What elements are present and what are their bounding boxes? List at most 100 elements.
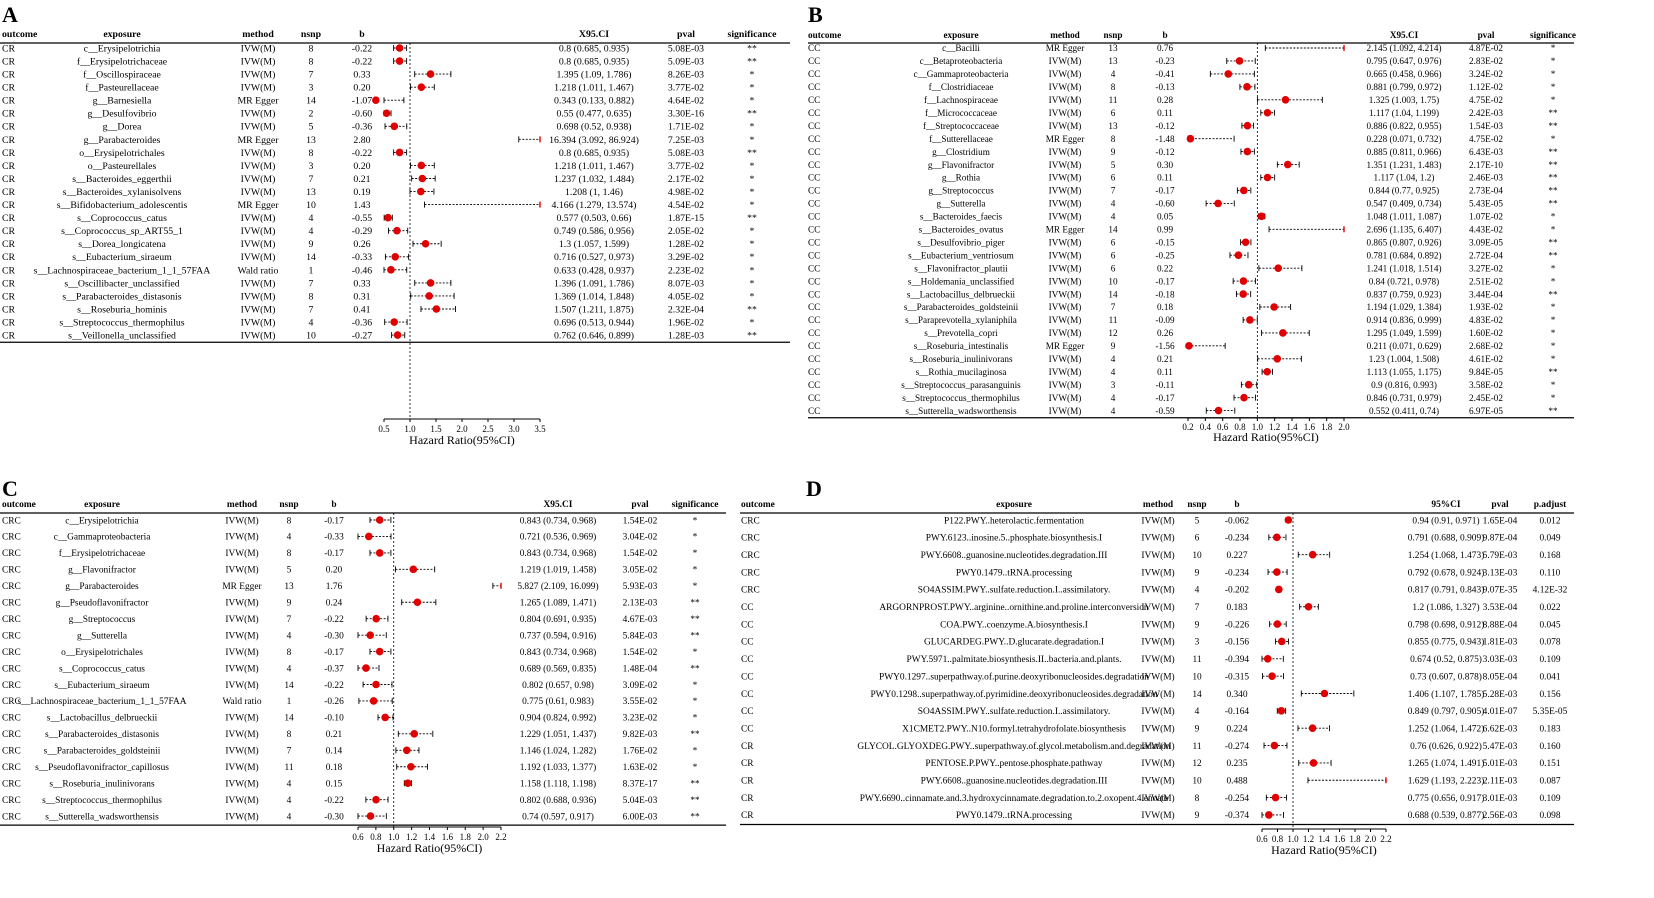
outcome-cell: CC <box>808 328 820 338</box>
exposure-cell: s__Lachnospiraceae_bacterium_1_1_57FAA <box>34 265 211 276</box>
b-cell: 0.21 <box>353 174 370 185</box>
b-cell: 0.33 <box>353 278 370 289</box>
ci-cell: 0.749 (0.586, 0.956) <box>554 226 634 237</box>
outcome-cell: CC <box>808 302 820 312</box>
pval-cell: 1.54E-02 <box>623 549 658 559</box>
b-cell: -0.12 <box>1155 121 1175 131</box>
b-cell: -0.46 <box>352 265 373 276</box>
significance-cell: ** <box>1548 147 1558 157</box>
nsnp-cell: 8 <box>287 648 292 658</box>
significance-cell: * <box>693 549 698 559</box>
pval-cell: 8.88E-04 <box>1483 620 1518 630</box>
ci-cell: 0.843 (0.734, 0.968) <box>520 515 597 526</box>
or-point <box>1263 655 1272 663</box>
column-header: p.adjust <box>1534 500 1567 510</box>
method-cell: IVW(M) <box>1141 550 1174 561</box>
pval-cell: 8.05E-04 <box>1483 672 1518 682</box>
outcome-cell: CRC <box>2 615 21 625</box>
x-tick-label: 0.6 <box>1217 422 1229 432</box>
outcome-cell: CC <box>808 82 820 92</box>
significance-cell: * <box>750 174 755 185</box>
exposure-cell: o__Erysipelotrichales <box>79 148 165 159</box>
table-row: CRC g__Sutterella IVW(M) 4 -0.30 0.737 (0.594… <box>2 630 700 641</box>
exposure-cell: s__Eubacterium_ventriosum <box>908 250 1014 260</box>
exposure-cell: f__Streptococcaceae <box>923 121 999 131</box>
pval-cell: 3.23E-02 <box>623 714 658 724</box>
x-tick-label: 0.2 <box>1182 422 1193 432</box>
significance-cell: ** <box>1548 108 1558 118</box>
pval-cell: 3.13E-03 <box>1483 568 1518 578</box>
exposure-cell: SO4ASSIM.PWY..sulfate.reduction.I..assim… <box>918 706 1110 717</box>
ci-cell: 1.3 (1.057, 1.599) <box>559 239 629 250</box>
ci-cell: 1.192 (1.033, 1.377) <box>520 762 597 773</box>
pval-cell: 5.08E-03 <box>668 43 704 54</box>
pval-cell: 5.93E-03 <box>623 582 658 592</box>
b-cell: -1.56 <box>1155 341 1175 351</box>
outcome-cell: CRC <box>2 533 21 543</box>
nsnp-cell: 3 <box>1195 638 1200 648</box>
or-point <box>1281 96 1290 104</box>
significance-cell: 0.012 <box>1539 516 1560 526</box>
nsnp-cell: 9 <box>1195 724 1200 734</box>
b-cell: -0.37 <box>324 664 344 674</box>
table-row: CRC SO4ASSIM.PWY..sulfate.reduction.I..as… <box>741 585 1568 596</box>
outcome-cell: CRC <box>2 516 21 526</box>
or-point <box>1271 793 1280 802</box>
outcome-cell: CC <box>741 603 754 613</box>
exposure-cell: s__Eubacterium_siraeum <box>54 681 150 691</box>
ci-cell: 1.351 (1.231, 1.483) <box>1366 160 1441 170</box>
significance-cell: * <box>1551 302 1556 312</box>
ci-cell: 5.827 (2.109, 16.099) <box>517 581 598 592</box>
b-cell: 0.20 <box>353 83 370 94</box>
method-cell: IVW(M) <box>241 56 276 67</box>
method-cell: IVW(M) <box>225 795 258 806</box>
nsnp-cell: 9 <box>1111 341 1116 351</box>
nsnp-cell: 12 <box>1192 759 1202 769</box>
method-cell: IVW(M) <box>225 778 258 789</box>
method-cell: MR Egger <box>1046 341 1085 351</box>
ci-cell: 1.229 (1.051, 1.437) <box>520 729 597 740</box>
column-header: pval <box>631 500 649 510</box>
significance-cell: ** <box>690 796 700 806</box>
pval-cell: 3.53E-04 <box>1483 603 1518 613</box>
b-cell: 1.43 <box>353 200 370 211</box>
table-row: CRC s__Lactobacillus_delbrueckii IVW(M) 14 -… <box>2 713 698 724</box>
significance-cell: ** <box>690 812 700 822</box>
ci-cell: 2.145 (1.092, 4.214) <box>1366 43 1441 53</box>
ci-cell: 1.507 (1.211, 1.875) <box>554 304 634 315</box>
exposure-cell: PWY.6690..cinnamate.and.3.hydroxycinnama… <box>860 794 1169 804</box>
ci-cell: 0.843 (0.734, 0.968) <box>520 647 597 658</box>
b-cell: -0.25 <box>1155 250 1175 260</box>
table-row: CRC g__Flavonifractor IVW(M) 5 0.20 1.219 (1.… <box>2 565 698 576</box>
outcome-cell: CRC <box>2 681 21 691</box>
b-cell: 1.76 <box>326 582 343 592</box>
column-header: 95%CI <box>1431 500 1461 510</box>
b-cell: 0.227 <box>1226 551 1247 561</box>
x-tick-label: 2.0 <box>478 832 490 842</box>
or-point <box>1257 212 1266 221</box>
x-tick-label: 2.2 <box>495 832 506 842</box>
outcome-cell: CRC <box>2 549 21 559</box>
ci-cell: 4.166 (1.279, 13.574) <box>552 200 637 211</box>
or-point <box>1214 406 1223 415</box>
exposure-cell: PWY0.1297..superpathway.of.purine.deoxyr… <box>879 671 1149 682</box>
pval-cell: 1.63E-02 <box>623 763 658 773</box>
method-cell: IVW(M) <box>1141 637 1174 648</box>
pval-cell: 5.84E-03 <box>623 631 658 641</box>
column-header: outcome <box>808 30 841 40</box>
nsnp-cell: 9 <box>1195 811 1200 821</box>
exposure-cell: g__Desulfovibrio <box>87 109 156 120</box>
outcome-cell: CR <box>741 759 754 769</box>
exposure-cell: s__Lachnospiraceae_bacterium_1_1_57FAA <box>17 697 186 707</box>
ci-cell: 0.802 (0.688, 0.936) <box>520 795 597 806</box>
significance-cell: * <box>1551 276 1556 286</box>
or-point <box>366 812 375 820</box>
significance-cell: 0.049 <box>1539 534 1560 544</box>
pval-cell: 2.05E-02 <box>668 226 704 237</box>
b-cell: -0.22 <box>324 796 344 806</box>
outcome-cell: CC <box>741 638 754 648</box>
b-cell: 0.20 <box>353 161 370 172</box>
ci-cell: 0.698 (0.52, 0.938) <box>556 122 631 133</box>
